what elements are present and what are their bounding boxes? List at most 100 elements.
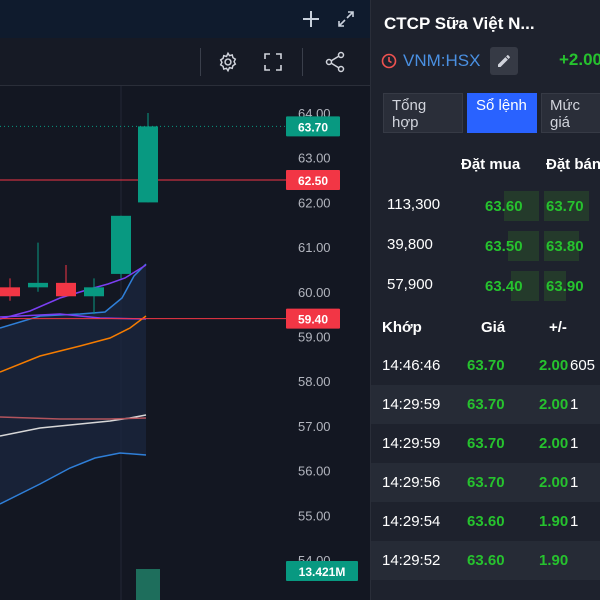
bid-depth-bar: [511, 271, 539, 301]
ma-maroon-line: [0, 416, 147, 420]
trade-time: 14:46:46: [382, 357, 441, 374]
bollinger-lower-line: [0, 452, 147, 505]
trade-row: 14:29:56 63.70 2.00 1: [371, 463, 600, 502]
candle-body: [0, 287, 20, 297]
chart-panel: 64.00 63.00 62.00 61.00 60.00 59.00 58.00 57.00…: [0, 0, 370, 600]
trade-price: 63.70: [467, 435, 505, 452]
price-marker-label: 62.50: [298, 174, 328, 188]
candle-body: [138, 126, 158, 203]
ask-price-cell[interactable]: 63.80: [544, 231, 600, 261]
trade-price: 63.60: [467, 513, 505, 530]
bid-price-cell[interactable]: 63.40: [483, 271, 539, 301]
ask-price-cell[interactable]: 63.70: [544, 191, 600, 221]
bid-price-cell[interactable]: 63.50: [483, 231, 539, 261]
bollinger-upper-line: [0, 263, 147, 329]
volume-bar: [136, 569, 160, 600]
price-marker-label: 59.40: [298, 313, 328, 327]
trade-price: 63.60: [467, 552, 505, 569]
price-axis-label: 59.00: [298, 330, 331, 345]
order-book-row[interactable]: 57,900 63.40 63.90: [371, 265, 600, 305]
order-volume: 113,300: [387, 196, 441, 213]
order-book-row[interactable]: 113,300 63.60 63.70: [371, 185, 600, 225]
trade-row: 14:46:46 63.70 2.00 605: [371, 346, 600, 385]
fullscreen-icon[interactable]: [260, 49, 286, 75]
price-axis-label: 62.00: [298, 195, 331, 210]
ask-price: 63.70: [546, 198, 584, 215]
volume-marker-tag: [286, 561, 358, 581]
bid-price: 63.60: [485, 198, 523, 215]
trade-row: 14:29:52 63.60 1.90: [371, 541, 600, 580]
chart-toolbar: [0, 38, 370, 86]
candle-body: [111, 215, 131, 274]
order-volume: 57,900: [387, 276, 433, 293]
trade-volume: 605: [570, 357, 596, 374]
ask-price: 63.80: [546, 238, 584, 255]
candle-body: [28, 282, 48, 288]
trade-volume: 1: [570, 513, 579, 530]
bid-depth-bar: [508, 231, 539, 261]
stock-title: CTCP Sữa Việt N...: [384, 14, 535, 33]
order-book-row[interactable]: 39,800 63.50 63.80: [371, 225, 600, 265]
expand-arrows-icon[interactable]: [333, 6, 359, 32]
chart-top-strip: [0, 0, 370, 38]
bid-price-cell[interactable]: 63.60: [483, 191, 539, 221]
bid-price: 63.50: [485, 238, 523, 255]
ask-price: 63.90: [546, 278, 584, 295]
price-axis-label: 57.00: [298, 419, 331, 434]
toolbar-divider: [302, 48, 303, 76]
price-marker-tag: [286, 170, 340, 191]
price-axis-label: 61.00: [298, 240, 331, 255]
trade-time: 14:29:59: [382, 396, 441, 413]
plus-icon[interactable]: [298, 6, 324, 32]
share-icon[interactable]: [322, 49, 348, 75]
tab-muc-gia[interactable]: Mức giá: [541, 93, 600, 133]
trade-change: 2.00: [539, 474, 569, 491]
trade-price: 63.70: [467, 357, 505, 374]
trade-change: 2.00: [539, 435, 569, 452]
trade-time: 14:29:59: [382, 435, 441, 452]
ticker-symbol[interactable]: VNM:HSX: [403, 51, 481, 70]
price-axis-label: 55.00: [298, 508, 331, 523]
trade-time: 14:29:52: [382, 552, 441, 569]
bid-price: 63.40: [485, 278, 523, 295]
price-axis-label: 58.00: [298, 374, 331, 389]
trade-change: 1.90: [539, 513, 569, 530]
tab-bar: Tổng hợp Sổ lệnh Mức giá: [383, 93, 600, 133]
trade-change: 2.00: [539, 396, 569, 413]
ticker-row: VNM:HSX: [381, 46, 519, 76]
bollinger-band-fill: [0, 264, 146, 504]
ask-price-cell[interactable]: 63.90: [544, 271, 600, 301]
ma-orange-line: [0, 315, 147, 373]
trade-row: 14:29:54 63.60 1.90 1: [371, 502, 600, 541]
price-chart[interactable]: 64.0063.0062.0061.0060.0059.0058.0057.00…: [0, 86, 370, 600]
trade-change: 2.00: [539, 357, 569, 374]
trade-time-header: Khớp: [382, 319, 422, 336]
candle-body: [84, 287, 104, 297]
gear-icon[interactable]: [215, 49, 241, 75]
price-marker-tag: [286, 116, 340, 137]
trade-volume: 1: [570, 435, 579, 452]
trade-volume: 1: [570, 474, 579, 491]
trade-price: 63.70: [467, 396, 505, 413]
stock-info-panel: CTCP Sữa Việt N... VNM:HSX +2.00 Tổng hợ…: [370, 0, 600, 600]
trade-change: 1.90: [539, 552, 569, 569]
pencil-icon[interactable]: [490, 47, 519, 75]
trade-change-header: +/-: [549, 319, 567, 336]
trade-row: 14:29:59 63.70 2.00 1: [371, 385, 600, 424]
trade-price-header: Giá: [481, 319, 506, 336]
price-axis-label: 60.00: [298, 285, 331, 300]
toolbar-divider: [200, 48, 201, 76]
ask-depth-bar: [544, 191, 589, 221]
trade-volume: 1: [570, 396, 579, 413]
price-change: +2.00: [559, 50, 600, 69]
ma-white-line: [0, 414, 147, 437]
bid-header: Đặt mua: [461, 156, 521, 173]
tab-tong-hop[interactable]: Tổng hợp: [383, 93, 463, 133]
bid-depth-bar: [504, 191, 539, 221]
trade-time: 14:29:56: [382, 474, 441, 491]
clock-icon: [381, 53, 397, 69]
tab-so-lenh[interactable]: Sổ lệnh: [467, 93, 537, 133]
price-marker-tag: [286, 308, 340, 329]
order-volume: 39,800: [387, 236, 433, 253]
